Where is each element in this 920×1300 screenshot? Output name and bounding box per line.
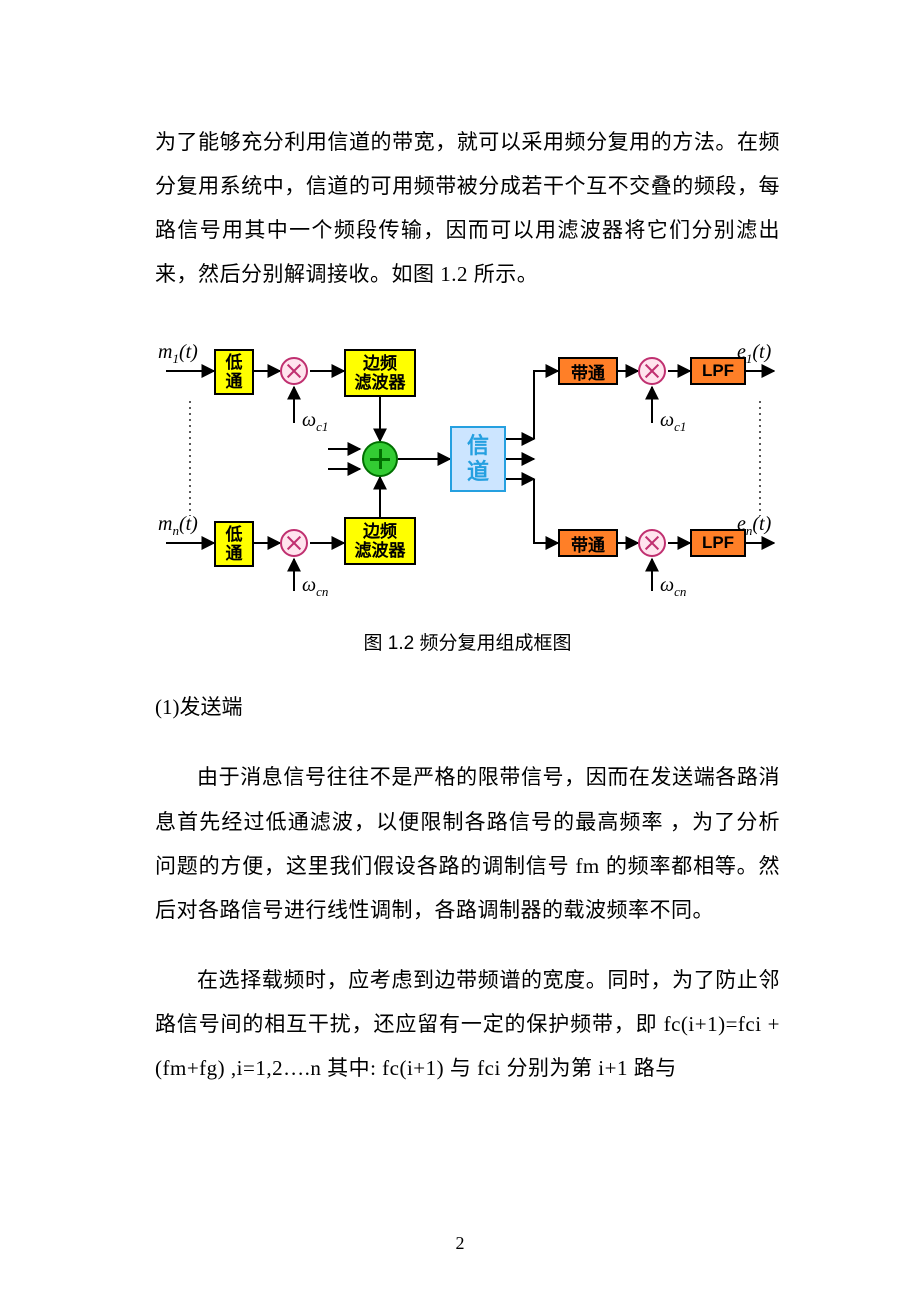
block-bandpass-top: 带通 bbox=[558, 357, 618, 385]
fdm-block-diagram: m1(t) mn(t) e1(t) en(t) ωc1 ωcn ωc1 ωcn … bbox=[160, 331, 775, 596]
section-heading-1: (1)发送端 bbox=[155, 685, 780, 729]
block-sbf-bot: 边频滤波器 bbox=[344, 517, 416, 565]
label-wc1-left: ωc1 bbox=[302, 409, 328, 435]
summer bbox=[362, 441, 398, 477]
block-lpf-top: LPF bbox=[690, 357, 746, 385]
multiplier-top-right bbox=[638, 357, 666, 385]
multiplier-bot-right bbox=[638, 529, 666, 557]
block-lowpass-top: 低通 bbox=[214, 349, 254, 395]
block-lpf-bot: LPF bbox=[690, 529, 746, 557]
paragraph-3: 在选择载频时，应考虑到边带频谱的宽度。同时，为了防止邻路信号间的相互干扰，还应留… bbox=[155, 958, 780, 1090]
page-number: 2 bbox=[0, 1233, 920, 1254]
block-lowpass-bot: 低通 bbox=[214, 521, 254, 567]
block-bandpass-bot: 带通 bbox=[558, 529, 618, 557]
page: 为了能够充分利用信道的带宽，就可以采用频分复用的方法。在频分复用系统中，信道的可… bbox=[0, 0, 920, 1300]
block-sbf-top: 边频滤波器 bbox=[344, 349, 416, 397]
multiplier-top-left bbox=[280, 357, 308, 385]
paragraph-2: 由于消息信号往往不是严格的限带信号，因而在发送端各路消息首先经过低通滤波，以便限… bbox=[155, 755, 780, 931]
figure-caption: 图 1.2 频分复用组成框图 bbox=[155, 628, 780, 655]
label-m1: m1(t) bbox=[158, 341, 198, 367]
block-channel: 信道 bbox=[450, 426, 506, 492]
multiplier-bot-left bbox=[280, 529, 308, 557]
label-mn: mn(t) bbox=[158, 513, 198, 539]
paragraph-intro: 为了能够充分利用信道的带宽，就可以采用频分复用的方法。在频分复用系统中，信道的可… bbox=[155, 120, 780, 296]
label-wcn-left: ωcn bbox=[302, 574, 328, 600]
label-wc1-right: ωc1 bbox=[660, 409, 686, 435]
spacer bbox=[155, 932, 780, 958]
label-wcn-right: ωcn bbox=[660, 574, 686, 600]
